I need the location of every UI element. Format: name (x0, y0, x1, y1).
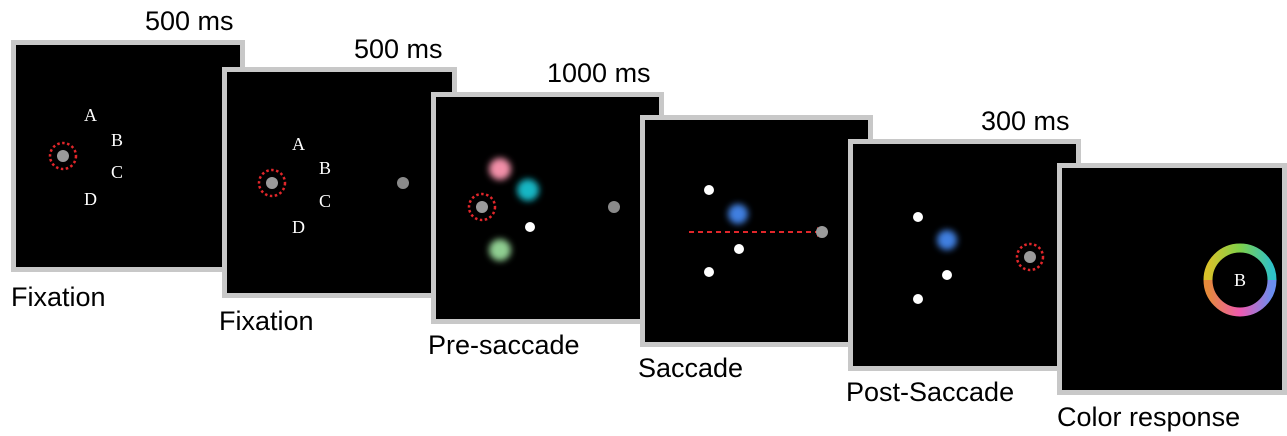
panel-2-display: A B C D (257, 134, 409, 237)
panel-1-duration: 500 ms (145, 6, 234, 36)
fixation-ring (257, 168, 287, 198)
panel-2-duration: 500 ms (354, 34, 443, 64)
white-dot-stimulus (734, 244, 744, 254)
fixation-dot (476, 201, 488, 213)
fixation-ring (1015, 242, 1045, 272)
color-wheel-bottom-half (1203, 279, 1277, 317)
location-label-b: B (319, 158, 331, 178)
saccade-target-dot (816, 226, 828, 238)
panel-5-frame (848, 139, 1081, 371)
panel-6-display: B (1203, 243, 1277, 317)
location-label-d: D (84, 189, 97, 209)
saccade-target-dot (608, 201, 620, 213)
cyan-color-stimulus (517, 179, 539, 201)
location-label-c: C (111, 162, 123, 182)
probe-location-label: B (1234, 270, 1246, 290)
location-label-c: C (319, 191, 331, 211)
panel-1-display: A B C D (48, 105, 123, 209)
location-label-a: A (292, 134, 305, 154)
panel-3-display (467, 158, 620, 261)
panel-3-frame (431, 92, 664, 324)
saccade-target-dot (397, 177, 409, 189)
panel-5-caption: Post-Saccade (846, 377, 1015, 407)
location-label-b: B (111, 130, 123, 150)
panel-3-caption: Pre-saccade (428, 330, 580, 360)
panel-2-caption: Fixation (219, 306, 314, 336)
white-dot-stimulus (525, 222, 535, 232)
white-dot-stimulus (913, 294, 923, 304)
location-label-d: D (292, 217, 305, 237)
panel-4-caption: Saccade (638, 353, 744, 383)
blue-color-stimulus (937, 230, 957, 250)
panel-4-display (689, 185, 828, 277)
blue-color-stimulus (728, 204, 748, 224)
fixation-ring (467, 192, 497, 222)
fixation-dot (266, 177, 278, 189)
panel-6-caption: Color response (1057, 402, 1241, 432)
location-label-a: A (84, 105, 97, 125)
white-dot-stimulus (913, 212, 923, 222)
color-wheel-top-half (1203, 243, 1277, 281)
white-dot-stimulus (942, 270, 952, 280)
panel-4-frame (640, 115, 873, 347)
panel-5-display (913, 212, 1045, 304)
fixation-dot (1024, 251, 1036, 263)
panel-6-frame: B (1057, 163, 1287, 395)
panel-3-duration: 1000 ms (547, 58, 651, 88)
pink-color-stimulus (489, 158, 511, 180)
panel-5-duration: 300 ms (981, 106, 1070, 136)
panel-1-caption: Fixation (11, 282, 106, 312)
fixation-ring (48, 141, 78, 171)
white-dot-stimulus (704, 267, 714, 277)
green-color-stimulus (489, 239, 511, 261)
panel-2-frame: A B C D (222, 67, 457, 298)
white-dot-stimulus (704, 185, 714, 195)
fixation-dot (57, 150, 69, 162)
panel-1-frame: A B C D (11, 40, 245, 272)
